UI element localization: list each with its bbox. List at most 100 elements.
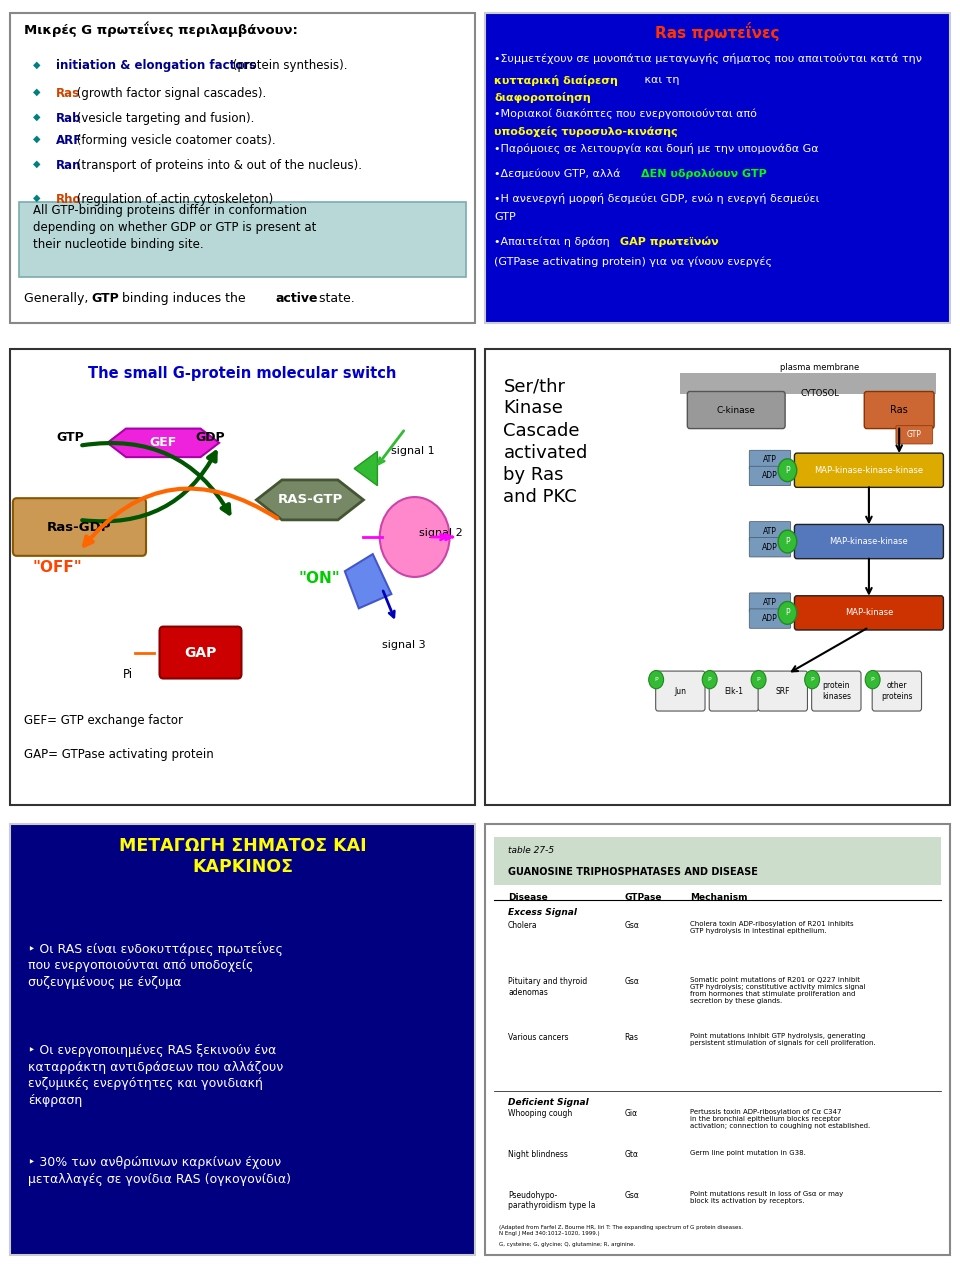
Text: GAP: GAP [184, 645, 217, 659]
Text: •Η ανενεργή μορφή δεσμεύει GDP, ενώ η ενεργή δεσμεύει: •Η ανενεργή μορφή δεσμεύει GDP, ενώ η εν… [494, 193, 820, 204]
Text: GAP= GTPase activating protein: GAP= GTPase activating protein [24, 748, 213, 761]
Text: ◆: ◆ [33, 134, 40, 143]
FancyBboxPatch shape [795, 453, 944, 487]
Text: Ras: Ras [890, 404, 908, 415]
Text: P: P [756, 677, 760, 682]
Text: protein
kinases: protein kinases [822, 681, 851, 701]
FancyBboxPatch shape [12, 498, 146, 555]
Text: (regulation of actin cytoskeleton): (regulation of actin cytoskeleton) [73, 193, 274, 205]
FancyBboxPatch shape [749, 538, 791, 557]
FancyBboxPatch shape [749, 521, 791, 541]
Text: Deficient Signal: Deficient Signal [508, 1098, 588, 1107]
Text: P: P [708, 677, 711, 682]
FancyBboxPatch shape [795, 525, 944, 559]
FancyBboxPatch shape [896, 426, 933, 444]
Text: Point mutations inhibit GTP hydrolysis, generating
persistent stimulation of sig: Point mutations inhibit GTP hydrolysis, … [689, 1033, 876, 1046]
Text: P: P [785, 609, 790, 618]
Text: signal 1: signal 1 [392, 446, 435, 455]
Text: ADP: ADP [762, 472, 778, 481]
Text: Ras-GDP: Ras-GDP [47, 520, 111, 534]
Text: signal 2: signal 2 [420, 529, 463, 539]
Text: (protein synthesis).: (protein synthesis). [229, 60, 348, 72]
Text: ARF: ARF [56, 134, 83, 147]
FancyBboxPatch shape [795, 596, 944, 630]
FancyBboxPatch shape [19, 202, 466, 276]
Text: (Adapted from Farfel Z, Bourne HR, Iiri T: The expanding spectrum of G protein d: (Adapted from Farfel Z, Bourne HR, Iiri … [499, 1225, 743, 1236]
Text: "ON": "ON" [299, 571, 340, 586]
Text: Mechanism: Mechanism [689, 893, 747, 902]
Text: Pi: Pi [123, 668, 133, 681]
Text: ◆: ◆ [33, 112, 40, 122]
Polygon shape [354, 451, 377, 486]
Text: other
proteins: other proteins [881, 681, 913, 701]
Text: CYTOSOL: CYTOSOL [801, 389, 839, 398]
Text: signal 3: signal 3 [382, 639, 425, 649]
FancyBboxPatch shape [656, 671, 705, 711]
Text: κυτταρική διαίρεση: κυτταρική διαίρεση [494, 75, 618, 86]
FancyBboxPatch shape [10, 13, 475, 323]
Text: •Παρόμοιες σε λειτουργία και δομή με την υπομονάδα Gα: •Παρόμοιες σε λειτουργία και δομή με την… [494, 143, 819, 155]
Text: •Δεσμεύουν GTP, αλλά: •Δεσμεύουν GTP, αλλά [494, 169, 624, 179]
Text: Ser/thr
Kinase
Cascade
activated
by Ras
and PKC: Ser/thr Kinase Cascade activated by Ras … [503, 378, 588, 506]
Text: Gsα: Gsα [624, 978, 639, 987]
Circle shape [751, 671, 766, 689]
Text: Gsα: Gsα [624, 921, 639, 931]
Text: P: P [871, 677, 875, 682]
Text: ATP: ATP [763, 598, 777, 607]
Circle shape [779, 459, 797, 482]
Text: ◆: ◆ [33, 193, 40, 203]
Text: GDP: GDP [195, 431, 225, 445]
FancyBboxPatch shape [681, 373, 936, 394]
Circle shape [865, 671, 880, 689]
Text: state.: state. [315, 293, 354, 306]
Text: Whooping cough: Whooping cough [508, 1108, 572, 1117]
Text: •Μοριακοί διακόπτες που ενεργοποιούνται από: •Μοριακοί διακόπτες που ενεργοποιούνται … [494, 109, 757, 119]
Text: Rab: Rab [56, 112, 82, 126]
FancyBboxPatch shape [864, 392, 934, 429]
Text: Germ line point mutation in G38.: Germ line point mutation in G38. [689, 1150, 805, 1155]
Text: GAP πρωτεϊνών: GAP πρωτεϊνών [620, 236, 718, 247]
Text: Point mutations result in loss of Gsα or may
block its activation by receptors.: Point mutations result in loss of Gsα or… [689, 1191, 843, 1203]
Text: Pituitary and thyroid
adenomas: Pituitary and thyroid adenomas [508, 978, 588, 997]
FancyBboxPatch shape [485, 824, 950, 1255]
Text: ΜΕΤΑΓΩΓΗ ΣΗΜΑΤΟΣ ΚΑΙ
ΚΑΡΚΙΝΟΣ: ΜΕΤΑΓΩΓΗ ΣΗΜΑΤΟΣ ΚΑΙ ΚΑΡΚΙΝΟΣ [119, 837, 366, 876]
Text: Rho: Rho [56, 193, 82, 205]
FancyBboxPatch shape [485, 349, 950, 805]
Text: P: P [785, 465, 790, 474]
Circle shape [779, 601, 797, 624]
Text: ADP: ADP [762, 543, 778, 552]
Text: MAP-kinase-kinase-kinase: MAP-kinase-kinase-kinase [814, 465, 924, 474]
Text: ADP: ADP [762, 614, 778, 623]
Text: Ras: Ras [56, 87, 81, 100]
Text: Jun: Jun [674, 686, 686, 696]
FancyBboxPatch shape [749, 609, 791, 629]
Text: GEF= GTP exchange factor: GEF= GTP exchange factor [24, 714, 182, 727]
FancyBboxPatch shape [709, 671, 758, 711]
Text: (forming vesicle coatomer coats).: (forming vesicle coatomer coats). [73, 134, 276, 147]
Polygon shape [256, 481, 364, 520]
FancyBboxPatch shape [749, 593, 791, 612]
Text: G, cysteine; G, glycine; Q, glutamine; R, arginine.: G, cysteine; G, glycine; Q, glutamine; R… [499, 1243, 635, 1248]
Text: GTP: GTP [91, 293, 119, 306]
Text: •Συμμετέχουν σε μονοπάτια μεταγωγής σήματος που απαιτούνται κατά την: •Συμμετέχουν σε μονοπάτια μεταγωγής σήμα… [494, 53, 925, 65]
Text: Generally,: Generally, [24, 293, 92, 306]
Text: ◆: ◆ [33, 87, 40, 98]
Text: GTP: GTP [57, 431, 84, 445]
FancyBboxPatch shape [873, 671, 922, 711]
Text: GTPase: GTPase [624, 893, 662, 902]
Text: Cholera: Cholera [508, 921, 538, 931]
Text: Elk-1: Elk-1 [725, 686, 743, 696]
Text: Disease: Disease [508, 893, 548, 902]
Text: table 27-5: table 27-5 [508, 846, 554, 855]
FancyBboxPatch shape [10, 349, 475, 805]
Text: active: active [276, 293, 319, 306]
FancyBboxPatch shape [758, 671, 807, 711]
Text: ◆: ◆ [33, 158, 40, 169]
FancyBboxPatch shape [749, 450, 791, 469]
Text: RAS-GTP: RAS-GTP [277, 493, 343, 506]
FancyBboxPatch shape [485, 13, 950, 323]
Circle shape [804, 671, 820, 689]
Text: binding induces the: binding induces the [118, 293, 250, 306]
Text: Excess Signal: Excess Signal [508, 908, 577, 917]
Text: P: P [810, 677, 814, 682]
